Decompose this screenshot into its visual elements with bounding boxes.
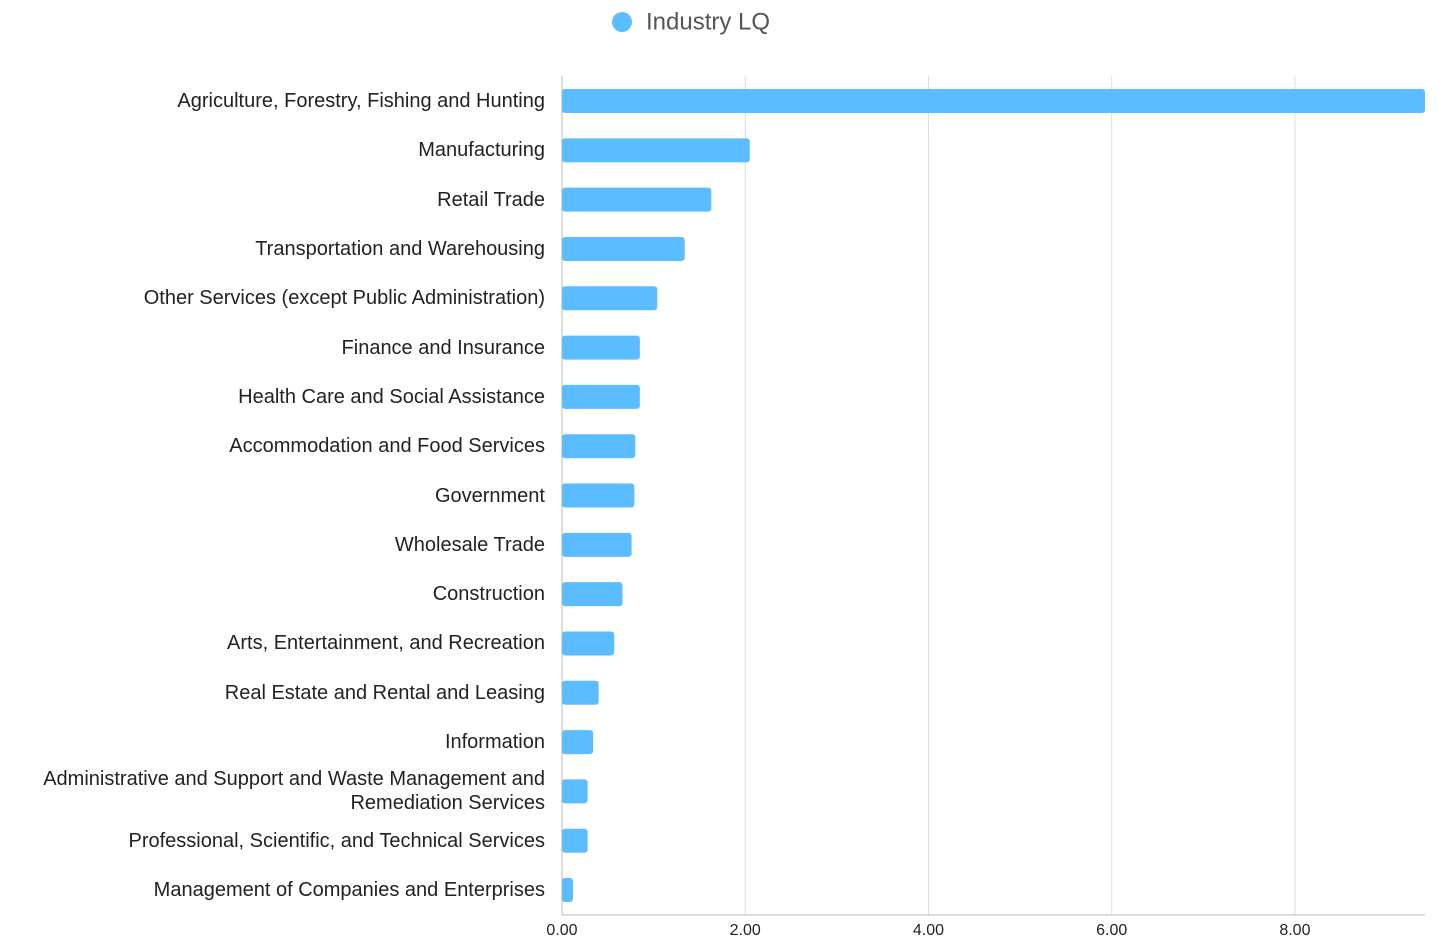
bar bbox=[562, 730, 594, 755]
y-tick-label: Construction bbox=[432, 583, 545, 606]
bar bbox=[562, 779, 588, 804]
bar bbox=[562, 878, 573, 902]
y-tick-label: Real Estate and Rental and Leasing bbox=[224, 681, 545, 704]
y-tick-label: Accommodation and Food Services bbox=[229, 435, 545, 458]
y-tick-label: Management of Companies and Enterprises bbox=[153, 879, 545, 901]
x-tick-label: 0.00 bbox=[546, 922, 577, 939]
x-tick-label: 8.00 bbox=[1279, 922, 1310, 939]
x-tick-label: 6.00 bbox=[1096, 922, 1127, 939]
bar bbox=[562, 631, 615, 656]
bar bbox=[562, 187, 712, 212]
bar bbox=[562, 384, 640, 409]
y-tick-label: Wholesale Trade bbox=[394, 533, 545, 556]
y-tick-label: Government bbox=[434, 484, 545, 507]
bar bbox=[562, 286, 658, 311]
bar bbox=[562, 89, 1425, 113]
bar bbox=[562, 138, 750, 163]
y-tick-label: Information bbox=[444, 731, 545, 754]
y-tick-label: Professional, Scientific, and Technical … bbox=[128, 829, 545, 852]
bar bbox=[562, 680, 599, 705]
bar bbox=[562, 828, 588, 853]
bar bbox=[562, 532, 632, 557]
y-tick-label: Transportation and Warehousing bbox=[255, 237, 545, 260]
y-tick-label: Manufacturing bbox=[418, 139, 545, 162]
y-tick-label: Health Care and Social Assistance bbox=[238, 385, 545, 408]
x-tick-label: 2.00 bbox=[730, 922, 761, 939]
y-tick-label: Finance and Insurance bbox=[341, 336, 545, 359]
bar bbox=[562, 335, 640, 360]
y-tick-label: Administrative and Support and Waste Man… bbox=[43, 768, 545, 815]
y-tick-label: Retail Trade bbox=[437, 188, 545, 211]
y-tick-label: Agriculture, Forestry, Fishing and Hunti… bbox=[177, 90, 545, 112]
bar bbox=[562, 434, 636, 459]
y-tick-label: Other Services (except Public Administra… bbox=[143, 287, 545, 310]
x-tick-label: 4.00 bbox=[913, 922, 944, 939]
bar bbox=[562, 236, 685, 261]
legend-label: Industry LQ bbox=[646, 8, 770, 35]
bar bbox=[562, 582, 623, 607]
bar bbox=[562, 483, 635, 508]
legend-marker bbox=[612, 12, 632, 32]
y-tick-label: Arts, Entertainment, and Recreation bbox=[227, 632, 545, 655]
